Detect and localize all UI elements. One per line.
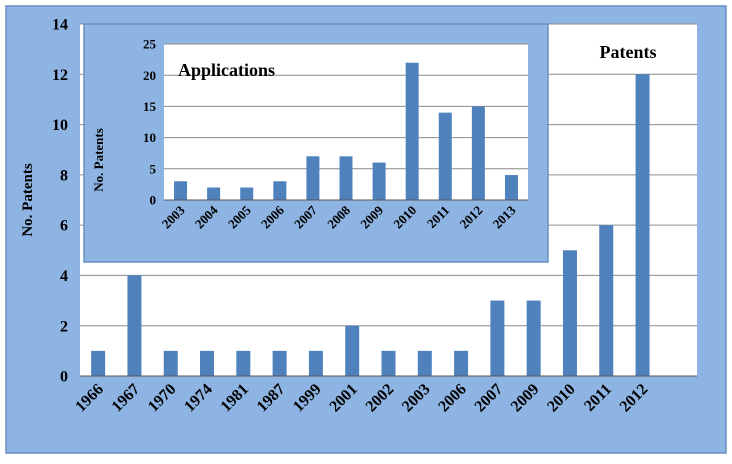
y-tick-label: 6: [60, 218, 68, 235]
bar-2009: [526, 300, 541, 376]
y-tick-label: 2: [60, 318, 68, 335]
bar-2011: [599, 225, 614, 376]
bar-2002: [381, 350, 396, 376]
bar-2005: [240, 187, 254, 200]
bar-2012: [635, 74, 650, 377]
y-tick-label: 4: [60, 268, 68, 285]
bar-2004: [207, 187, 221, 200]
bar-1987: [272, 350, 287, 376]
bar-2007: [306, 156, 320, 200]
bar-2010: [562, 250, 577, 376]
bar-1966: [91, 350, 106, 376]
bar-1974: [200, 350, 215, 376]
bar-1981: [236, 350, 251, 376]
main-y-tick-labels: 0 2 4 6 8 10 12 14: [52, 17, 68, 386]
inset-y-axis-label: No. Patents: [91, 128, 106, 192]
bar-1970: [163, 350, 178, 376]
main-bars: [91, 74, 650, 377]
y-tick-label: 10: [52, 117, 68, 134]
y-tick-label: 8: [60, 167, 68, 184]
inset-bars: [174, 62, 518, 200]
y-tick-label: 25: [143, 37, 157, 52]
bar-2011: [438, 112, 452, 200]
y-tick-label: 15: [143, 99, 157, 114]
bar-2003: [174, 181, 188, 200]
main-y-axis-label: No. Patents: [20, 163, 36, 236]
bar-2006: [273, 181, 287, 200]
y-tick-label: 5: [150, 161, 157, 176]
y-tick-label: 0: [150, 193, 157, 208]
inset-chart-title: Applications: [178, 60, 275, 80]
bar-2008: [339, 156, 353, 200]
y-tick-label: 12: [52, 67, 68, 84]
bar-2010: [405, 62, 419, 200]
bar-2012: [471, 106, 485, 200]
y-tick-label: 10: [143, 130, 156, 145]
bar-2003: [417, 350, 432, 376]
bar-2006: [454, 350, 469, 376]
y-tick-label: 0: [60, 369, 68, 386]
bar-1967: [127, 275, 142, 376]
y-tick-label: 20: [143, 68, 156, 83]
bar-2009: [372, 162, 386, 200]
bar-2013: [504, 175, 518, 200]
main-chart-title: Patents: [600, 42, 657, 62]
inset-y-tick-labels: 0 5 10 15 20 25: [143, 37, 157, 208]
bar-1999: [308, 350, 323, 376]
bar-2007: [490, 300, 505, 376]
y-tick-label: 14: [52, 17, 68, 34]
bar-2001: [345, 325, 360, 376]
